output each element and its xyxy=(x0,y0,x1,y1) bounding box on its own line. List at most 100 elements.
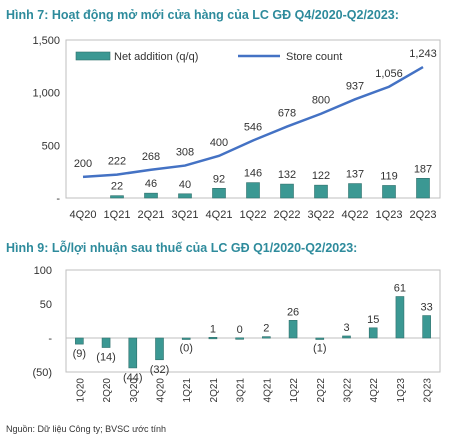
line-data-label: 222 xyxy=(108,156,126,168)
bar xyxy=(246,182,260,199)
x-tick-label: 2Q23 xyxy=(423,378,434,403)
bar xyxy=(342,335,351,339)
plot-frame xyxy=(65,269,441,373)
line-data-label: 678 xyxy=(278,108,296,120)
line-data-label: 937 xyxy=(346,80,364,92)
x-tick-label: 2Q22 xyxy=(316,378,327,403)
x-tick-label: 2Q22 xyxy=(274,209,301,221)
bar-data-label: (1) xyxy=(313,343,326,355)
line-data-label: 546 xyxy=(244,121,262,133)
bar-data-label: 92 xyxy=(213,173,225,185)
x-tick-label: 3Q20 xyxy=(129,378,140,403)
bar xyxy=(422,315,431,339)
y-tick-label: 500 xyxy=(42,140,60,152)
profit-chart: (50) - 50 100 (9) (14) (44) (32) (0) 1 0 2 26 (1) 3 15 6… xyxy=(32,265,441,403)
line-data-label: 268 xyxy=(142,151,160,163)
bar xyxy=(144,192,158,199)
x-tick-label: 3Q22 xyxy=(308,209,335,221)
x-tick-label: 2Q23 xyxy=(410,209,437,221)
bar xyxy=(280,183,294,199)
bar xyxy=(178,193,192,199)
bar xyxy=(212,188,226,199)
y-tick-label: 100 xyxy=(34,265,52,277)
x-tick-label: 2Q20 xyxy=(102,378,113,403)
bar xyxy=(155,337,164,361)
bar-data-label: 61 xyxy=(394,283,406,295)
bar xyxy=(128,337,138,369)
bar-data-label: (9) xyxy=(73,348,86,360)
bar xyxy=(75,337,84,345)
bar-data-label: 0 xyxy=(237,324,243,336)
x-tick-label: 3Q21 xyxy=(236,378,247,403)
bar xyxy=(208,337,218,340)
bar-data-label: 187 xyxy=(414,163,432,175)
bar xyxy=(348,183,362,199)
y-tick-label: 50 xyxy=(40,299,52,311)
bar-data-label: 46 xyxy=(145,178,157,190)
series-line-store-count xyxy=(82,65,424,179)
bar-data-label: 137 xyxy=(346,169,364,181)
line-data-label: 1,056 xyxy=(375,68,403,80)
bar-data-label: 3 xyxy=(343,322,349,334)
line-data-label: 800 xyxy=(312,95,330,107)
bar xyxy=(395,296,405,339)
x-tick-label: 1Q22 xyxy=(240,209,267,221)
line-data-label: 308 xyxy=(176,147,194,159)
bar xyxy=(314,184,328,199)
chart2-title: Hình 9: Lỗ/lợi nhuận sau thuế của LC GĐ … xyxy=(6,241,358,255)
x-tick-label: 1Q23 xyxy=(376,209,403,221)
bar xyxy=(181,337,191,340)
bar-data-label: 119 xyxy=(380,170,398,182)
bar xyxy=(288,320,298,339)
bar-data-label: (14) xyxy=(96,352,116,364)
bar-data-label: (44) xyxy=(123,372,143,384)
bar-data-label: 40 xyxy=(179,179,191,191)
legend-swatch-bar xyxy=(75,51,111,61)
bar xyxy=(368,327,378,339)
x-tick-label: 4Q21 xyxy=(206,209,233,221)
x-tick-label: 3Q21 xyxy=(172,209,199,221)
y-tick-label: 1,500 xyxy=(32,35,60,47)
bar-data-label: 132 xyxy=(278,169,296,181)
bar-data-label: (32) xyxy=(150,364,170,376)
bar-data-label: (0) xyxy=(179,342,192,354)
y-tick-label: - xyxy=(56,193,60,205)
bar xyxy=(110,195,124,199)
bar-data-label: 26 xyxy=(287,306,299,318)
x-tick-label: 3Q22 xyxy=(343,378,354,403)
x-tick-label: 1Q20 xyxy=(75,378,86,403)
store-opening-chart: - 500 1,000 1,500 4Q20 1Q21 2Q21 3Q21 4Q21 1Q22 2Q… xyxy=(32,35,441,221)
x-tick-label: 4Q20 xyxy=(156,378,167,403)
legend-label-store-count: Store count xyxy=(286,51,342,63)
y-tick-label: 1,000 xyxy=(32,88,60,100)
line-data-label: 200 xyxy=(74,158,92,170)
y-tick-label: - xyxy=(48,333,52,345)
line-data-label: 400 xyxy=(210,137,228,149)
x-tick-label: 4Q22 xyxy=(342,209,369,221)
x-tick-label: 2Q21 xyxy=(209,378,220,403)
x-tick-label: 2Q21 xyxy=(138,209,165,221)
bar xyxy=(416,178,430,199)
x-tick-label: 1Q21 xyxy=(182,378,193,403)
x-tick-label: 4Q20 xyxy=(70,209,97,221)
bar-data-label: 22 xyxy=(111,181,123,193)
bar-data-label: 146 xyxy=(244,168,262,180)
source-note: Nguồn: Dữ liệu Công ty; BVSC ước tính xyxy=(6,424,167,434)
bar xyxy=(262,336,271,339)
legend-label-net-addition: Net addition (q/q) xyxy=(114,51,198,63)
bar xyxy=(382,185,396,199)
chart1-title: Hình 7: Hoạt động mở mới cửa hàng của LC… xyxy=(6,8,399,22)
x-tick-label: 1Q22 xyxy=(289,378,300,403)
x-tick-label: 4Q21 xyxy=(262,378,273,403)
y-tick-label: (50) xyxy=(32,367,52,379)
bar xyxy=(235,337,244,340)
bar-data-label: 33 xyxy=(421,302,433,314)
bar xyxy=(101,337,111,348)
x-tick-label: 1Q23 xyxy=(396,378,407,403)
bar-data-label: 15 xyxy=(367,314,379,326)
bar-data-label: 2 xyxy=(263,323,269,335)
line-data-label: 1,243 xyxy=(409,48,437,60)
bar xyxy=(315,337,325,340)
bar-data-label: 122 xyxy=(312,170,330,182)
x-tick-label: 1Q21 xyxy=(104,209,131,221)
